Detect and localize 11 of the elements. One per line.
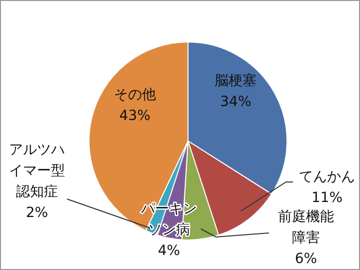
slice-label: 脳梗塞 xyxy=(214,72,257,89)
slice-label: その他 xyxy=(114,87,156,104)
slice-label: アルツハイマー型認知症 xyxy=(9,142,65,200)
data-label: 43% xyxy=(119,108,150,124)
data-label: 4% xyxy=(158,243,180,259)
data-label: 2% xyxy=(26,205,48,221)
slice-label: てんかん xyxy=(299,169,355,185)
data-label: 34% xyxy=(220,94,252,110)
data-label: 11% xyxy=(311,190,343,206)
slice-label: 前庭機能障害 xyxy=(278,209,334,246)
data-label: 6% xyxy=(294,251,318,267)
